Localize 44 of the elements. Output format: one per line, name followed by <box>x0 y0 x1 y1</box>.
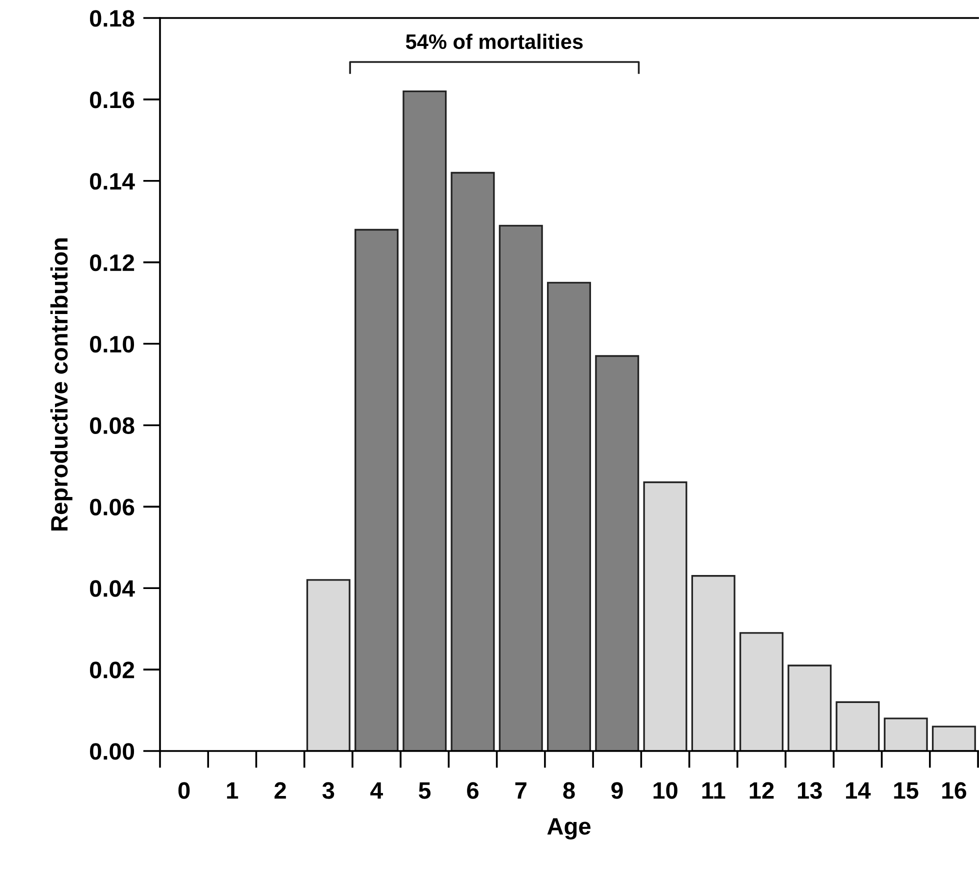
bar <box>932 726 976 751</box>
y-axis-title: Reproductive contribution <box>50 238 72 530</box>
x-tick-label: 2 <box>274 782 286 799</box>
annotation: 54% of mortalities <box>406 34 583 50</box>
x-tick-label: 4 <box>370 782 383 799</box>
bar <box>306 579 350 751</box>
y-tick-label: 0.16 <box>90 92 134 108</box>
x-tick-label: 11 <box>702 782 726 799</box>
bar <box>450 172 495 751</box>
x-tick-label: 5 <box>418 782 431 799</box>
bar <box>691 575 736 751</box>
x-tick-label: 13 <box>798 782 822 799</box>
y-tick-label: 0.00 <box>90 743 134 760</box>
y-tick-label: 0.02 <box>90 662 134 678</box>
x-tick-label: 14 <box>846 782 871 799</box>
x-tick-label: 8 <box>563 782 575 799</box>
x-tick-label: 12 <box>750 782 774 799</box>
x-tick-label: 9 <box>611 782 623 799</box>
y-tick-label: 0.18 <box>90 10 134 27</box>
bar <box>739 632 784 751</box>
bar <box>643 481 688 751</box>
bar <box>836 701 880 751</box>
bar <box>884 718 928 751</box>
y-tick-label: 0.14 <box>90 172 135 190</box>
x-tick-label: 15 <box>894 782 918 799</box>
y-tick-label: 0.04 <box>90 580 135 597</box>
x-tick-label: 1 <box>227 782 238 799</box>
bar <box>402 90 447 751</box>
y-tick-label: 0.06 <box>90 498 134 516</box>
x-tick-label: 16 <box>942 782 966 799</box>
bar <box>354 228 399 751</box>
bar <box>595 355 640 751</box>
bar <box>546 282 592 751</box>
bar <box>498 224 543 751</box>
x-tick-label: 7 <box>515 782 526 799</box>
y-tick-label: 0.08 <box>90 417 134 434</box>
bar <box>788 664 832 751</box>
x-tick-label: 0 <box>178 782 190 799</box>
x-tick-label: 6 <box>467 782 478 799</box>
y-tick-label: 0.12 <box>90 254 134 272</box>
x-tick-label: 3 <box>322 782 334 799</box>
y-tick-label: 0.10 <box>90 336 134 353</box>
x-axis-title: Age <box>547 818 590 840</box>
x-tick-label: 10 <box>654 782 678 799</box>
